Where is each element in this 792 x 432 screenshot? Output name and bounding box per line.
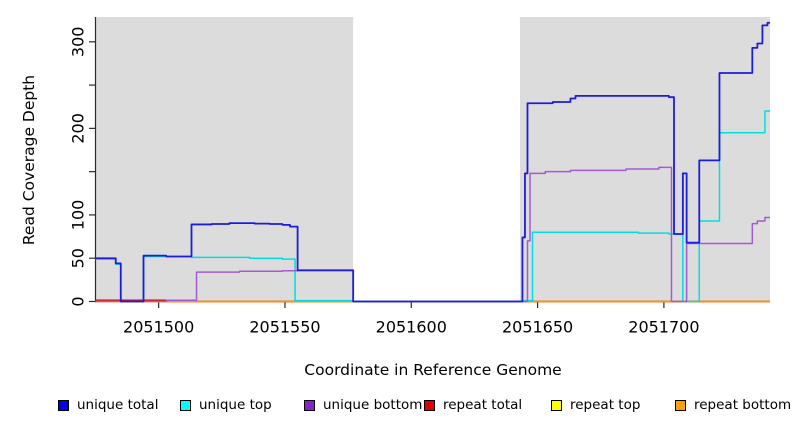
gap-region	[353, 22, 520, 302]
legend-swatch	[304, 399, 315, 411]
series-unique-bottom	[95, 166, 770, 303]
legend-item-unique-total: unique total	[58, 396, 158, 414]
x-tick-label: 2051550	[249, 318, 320, 337]
legend-swatch	[424, 399, 435, 411]
legend-label: repeat top	[570, 397, 641, 413]
legend-item-repeat-top: repeat top	[551, 396, 640, 414]
shaded-region	[519, 17, 770, 302]
x-tick-label: 2051500	[123, 318, 194, 337]
y-tick-label: 200	[69, 113, 88, 144]
legend-item-repeat-total: repeat total	[424, 396, 522, 414]
chart-layers: 2051500 2051550 2051600 2051650 2051700 0 50 10…	[69, 17, 770, 337]
y-axis-title: Read Coverage Depth	[20, 75, 38, 245]
legend-item-unique-bottom: unique bottom	[304, 396, 422, 414]
legend-item-unique-top: unique top	[180, 396, 272, 414]
legend-swatch	[551, 399, 562, 411]
x-axis-title: Coordinate in Reference Genome	[304, 361, 561, 379]
y-tick-label: 0	[69, 296, 88, 306]
legend-label: unique top	[199, 397, 272, 413]
y-tick-label: 300	[69, 27, 88, 58]
x-tick-label: 2051600	[376, 318, 447, 337]
legend-label: unique total	[77, 397, 159, 413]
y-tick-label: 50	[69, 248, 88, 268]
legend-label: repeat total	[443, 397, 523, 413]
legend-swatch	[58, 399, 69, 411]
x-tick-label: 2051650	[502, 318, 573, 337]
y-tick-label: 100	[69, 200, 88, 231]
series-unique-total	[95, 21, 770, 303]
shaded-region	[95, 17, 354, 302]
legend-swatch	[675, 399, 686, 411]
legend-swatch	[180, 399, 191, 411]
legend-label: unique bottom	[323, 397, 423, 413]
legend: unique total unique top unique bottom repea…	[0, 396, 792, 418]
legend-label: repeat bottom	[694, 397, 792, 413]
legend-item-repeat-bottom: repeat bottom	[675, 396, 791, 414]
x-tick-label: 2051700	[628, 318, 699, 337]
